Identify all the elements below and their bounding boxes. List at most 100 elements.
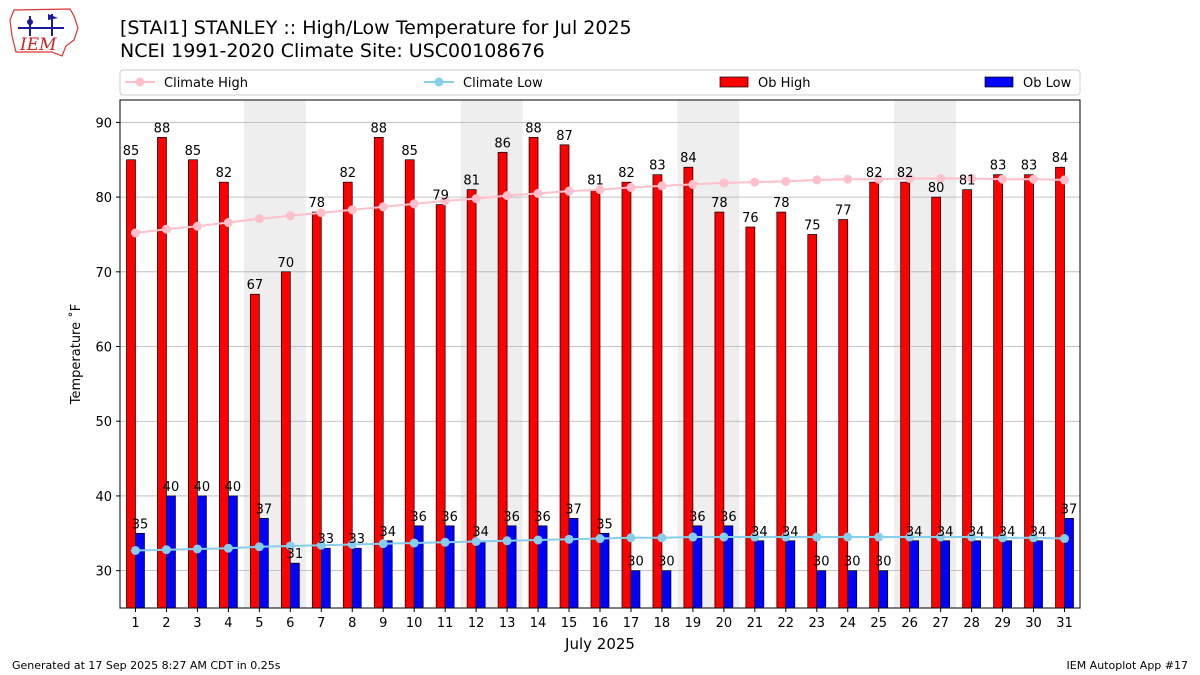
x-tick-label: 26 [901, 616, 918, 631]
x-axis-label: July 2025 [564, 635, 635, 653]
climate-high-point [533, 188, 543, 198]
ob-high-bar [807, 234, 818, 609]
climate-high-point [254, 214, 264, 224]
ob-low-label: 36 [689, 510, 706, 525]
ob-low-label: 34 [906, 525, 923, 540]
x-tick-label: 25 [870, 616, 887, 631]
x-tick-label: 27 [932, 616, 949, 631]
y-tick-label: 40 [95, 490, 112, 505]
climate-low-point [657, 533, 667, 543]
climate-high-point [316, 208, 326, 218]
climate-high-point [781, 176, 791, 186]
ob-high-bar [621, 181, 632, 609]
climate-high-point [967, 173, 977, 183]
ob-low-label: 30 [875, 555, 892, 570]
ob-high-bar [1024, 174, 1034, 609]
x-tick-label: 15 [561, 616, 578, 631]
climate-low-point [502, 536, 512, 546]
ob-high-label: 86 [494, 136, 511, 151]
x-tick-label: 13 [499, 616, 516, 631]
legend-ob-low-label: Ob Low [1023, 76, 1072, 91]
x-tick-label: 6 [286, 616, 294, 631]
climate-low-point [812, 532, 822, 542]
climate-low-point [564, 534, 574, 544]
ob-high-label: 84 [1052, 151, 1069, 166]
ob-low-bar [878, 570, 889, 609]
climate-low-point [936, 532, 946, 542]
climate-high-point [657, 181, 667, 191]
climate-high-point [626, 182, 636, 192]
ob-low-label: 33 [348, 532, 365, 547]
climate-low-point [161, 545, 171, 555]
ob-high-label: 88 [154, 121, 171, 136]
climate-high-point [285, 211, 295, 221]
ob-high-label: 82 [216, 166, 233, 181]
ob-low-label: 36 [720, 510, 737, 525]
x-tick-label: 17 [623, 616, 640, 631]
ob-high-label: 82 [897, 166, 914, 181]
x-tick-label: 21 [747, 616, 764, 631]
ob-high-label: 88 [525, 121, 542, 136]
ob-high-label: 83 [990, 159, 1007, 174]
ob-low-bar [971, 540, 981, 609]
ob-high-label: 78 [773, 196, 790, 211]
ob-high-bar [652, 174, 663, 609]
x-tick-label: 28 [963, 616, 980, 631]
chart-title: [STAI1] STANLEY :: High/Low Temperature … [120, 17, 632, 39]
climate-low-point [533, 535, 543, 545]
x-tick-label: 2 [162, 616, 170, 631]
climate-low-point [440, 537, 450, 547]
y-tick-label: 70 [95, 266, 112, 281]
legend-box [119, 69, 1081, 96]
ob-low-label: 34 [999, 525, 1016, 540]
climate-high-point [440, 196, 450, 206]
ob-high-label: 88 [370, 121, 387, 136]
x-tick-label: 7 [317, 616, 325, 631]
x-tick-label: 24 [839, 616, 856, 631]
climate-low-point [750, 532, 760, 542]
climate-low-point [285, 541, 295, 551]
ob-low-label: 30 [813, 555, 830, 570]
climate-low-point [843, 532, 853, 542]
x-tick-label: 30 [1025, 616, 1042, 631]
x-tick-label: 18 [654, 616, 671, 631]
x-tick-label: 20 [716, 616, 733, 631]
climate-high-point [378, 202, 388, 212]
climate-low-point [688, 532, 698, 542]
ob-low-label: 34 [782, 525, 799, 540]
climate-high-point [936, 173, 946, 183]
climate-low-point [1029, 533, 1039, 543]
ob-low-bar [754, 540, 765, 609]
ob-high-bar [250, 293, 260, 609]
climate-low-point [719, 532, 729, 542]
ob-low-label: 36 [410, 510, 427, 525]
climate-high-point [409, 199, 419, 209]
ob-high-label: 85 [123, 144, 140, 159]
x-tick-label: 23 [809, 616, 826, 631]
x-tick-label: 19 [685, 616, 702, 631]
ob-low-bar [475, 540, 486, 609]
ob-low-bar [661, 570, 672, 609]
x-tick-label: 5 [255, 616, 263, 631]
ob-high-label: 87 [556, 129, 573, 144]
ob-high-bar [962, 189, 972, 609]
ob-high-label: 84 [680, 151, 697, 166]
ob-low-bar [351, 547, 362, 609]
ob-high-label: 78 [309, 196, 326, 211]
climate-high-point [130, 228, 140, 238]
climate-high-point [688, 179, 698, 189]
ob-low-label: 36 [503, 510, 520, 525]
ob-high-label: 80 [928, 181, 945, 196]
legend-climate-low-label: Climate Low [463, 76, 543, 91]
ob-high-label: 67 [247, 278, 264, 293]
ob-low-label: 37 [565, 502, 582, 517]
climate-low-point [347, 540, 357, 549]
ob-low-label: 34 [472, 525, 489, 540]
ob-low-label: 30 [627, 555, 644, 570]
ob-high-label: 79 [432, 189, 449, 204]
ob-low-bar [599, 532, 610, 609]
ob-high-label: 76 [742, 211, 759, 226]
ob-high-bar [745, 226, 756, 609]
climate-low-point [781, 532, 791, 542]
